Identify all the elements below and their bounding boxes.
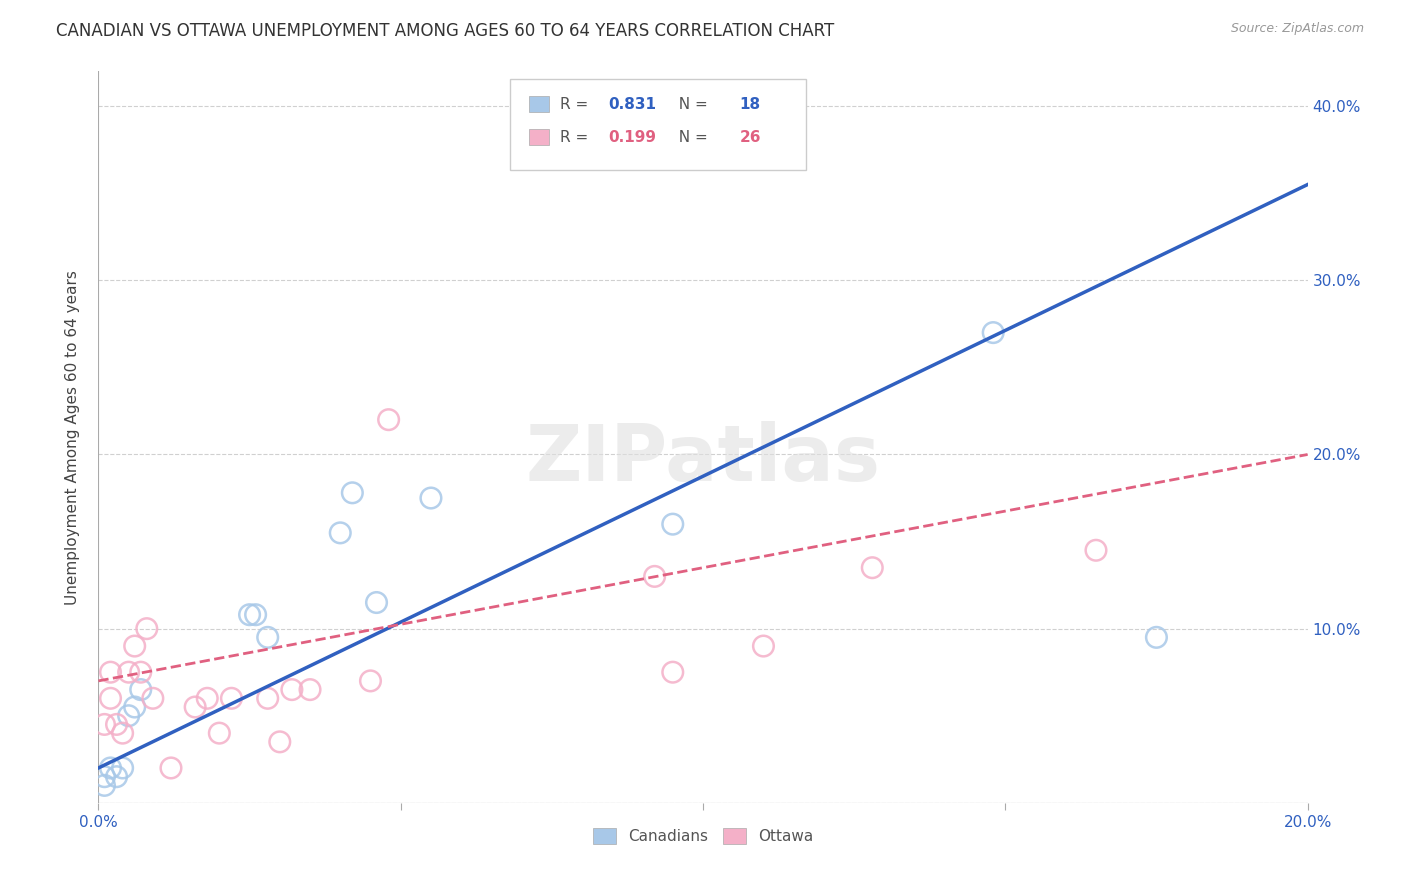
Point [981, 326, 1004, 340]
Point [111, 726, 134, 740]
Legend: Canadians, Ottawa: Canadians, Ottawa [586, 822, 820, 850]
Point [420, 491, 443, 505]
Point [111, 761, 134, 775]
Point [661, 517, 683, 532]
Point [860, 560, 883, 574]
Point [118, 665, 141, 680]
Point [142, 691, 165, 706]
Point [661, 665, 683, 680]
Text: 0.199: 0.199 [609, 129, 657, 145]
Point [93, 717, 115, 731]
Text: N =: N = [669, 129, 713, 145]
Text: 26: 26 [740, 129, 761, 145]
Text: 0.831: 0.831 [609, 96, 657, 112]
Point [329, 525, 352, 540]
Point [100, 691, 122, 706]
Text: ZIPatlas: ZIPatlas [526, 421, 880, 497]
Point [129, 665, 152, 680]
Point [256, 631, 278, 645]
Point [160, 761, 183, 775]
Point [281, 682, 304, 697]
FancyBboxPatch shape [509, 78, 806, 170]
Point [135, 622, 157, 636]
Text: N =: N = [669, 96, 713, 112]
Point [221, 691, 243, 706]
Point [366, 595, 388, 609]
Text: 18: 18 [740, 96, 761, 112]
Point [184, 700, 207, 714]
Point [100, 665, 122, 680]
Point [195, 691, 218, 706]
Point [105, 717, 128, 731]
Point [239, 607, 262, 622]
Point [256, 691, 278, 706]
Point [105, 770, 128, 784]
Point [129, 682, 152, 697]
Text: R =: R = [561, 96, 593, 112]
Point [1144, 631, 1167, 645]
Point [100, 761, 122, 775]
FancyBboxPatch shape [529, 129, 550, 145]
Point [245, 607, 267, 622]
FancyBboxPatch shape [529, 96, 550, 112]
Y-axis label: Unemployment Among Ages 60 to 64 years: Unemployment Among Ages 60 to 64 years [65, 269, 80, 605]
Point [342, 485, 364, 500]
Text: Source: ZipAtlas.com: Source: ZipAtlas.com [1230, 22, 1364, 36]
Point [93, 770, 115, 784]
Point [118, 708, 141, 723]
Point [752, 639, 775, 653]
Point [269, 735, 291, 749]
Point [124, 700, 146, 714]
Point [360, 673, 382, 688]
Point [1085, 543, 1108, 558]
Point [377, 412, 399, 426]
Text: CANADIAN VS OTTAWA UNEMPLOYMENT AMONG AGES 60 TO 64 YEARS CORRELATION CHART: CANADIAN VS OTTAWA UNEMPLOYMENT AMONG AG… [56, 22, 835, 40]
Text: R =: R = [561, 129, 593, 145]
Point [299, 682, 322, 697]
Point [644, 569, 666, 583]
Point [208, 726, 231, 740]
Point [124, 639, 146, 653]
Point [93, 778, 115, 792]
